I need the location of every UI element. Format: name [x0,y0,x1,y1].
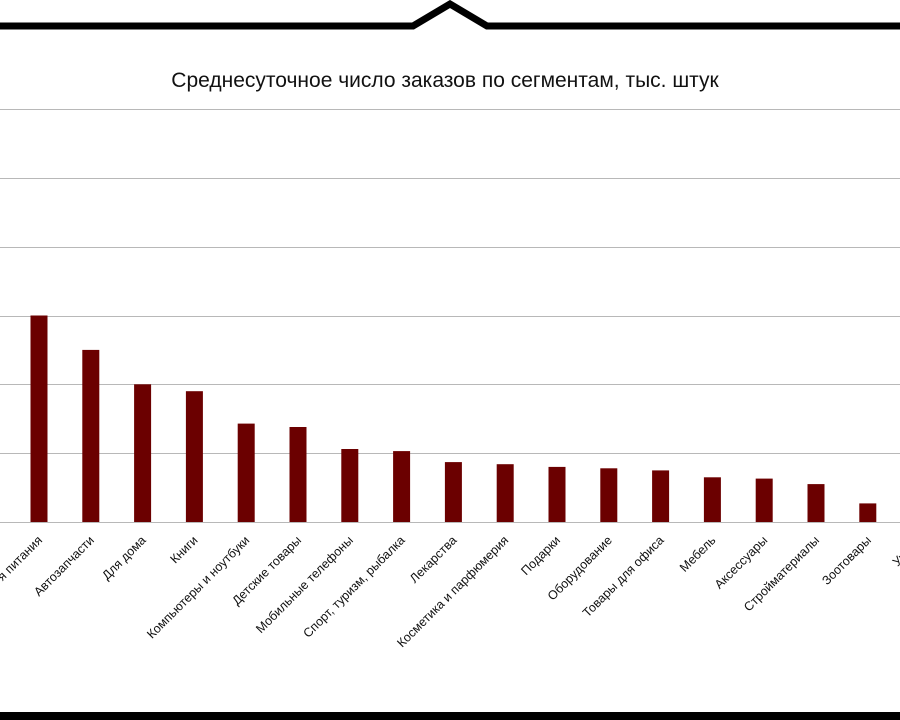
category-label: Подарки [518,533,563,578]
category-label: Компьютеры и ноутбуки [144,533,252,641]
category-label: Лекарства [407,533,460,586]
bar [30,315,48,522]
bar [807,484,825,522]
bar [703,477,721,522]
bar [652,470,670,522]
category-label: Для дома [99,533,148,582]
category-label: Спорт, туризм, рыбалка [300,533,407,640]
category-label: Мобильные телефоны [253,533,356,636]
bars [30,315,877,522]
bar [859,503,877,522]
category-label: Косметика и парфюмерия [394,533,511,650]
category-label: я питания [0,533,45,583]
category-label: Зоотовары [819,533,874,588]
bar [755,478,773,522]
bar [600,468,618,522]
bar [444,462,462,522]
bar [548,466,566,522]
bar [289,427,307,522]
bar [237,423,255,522]
bar [393,451,411,522]
category-label: Украш [890,533,900,569]
bar [341,449,359,522]
category-label: Книги [167,533,200,566]
category-label: Мебель [677,533,719,575]
bar [496,464,514,522]
chart-title: Среднесуточное число заказов по сегмента… [171,69,719,92]
bar [185,391,203,522]
bar [82,349,100,522]
top-frame-line [0,0,900,30]
bar [134,384,152,522]
